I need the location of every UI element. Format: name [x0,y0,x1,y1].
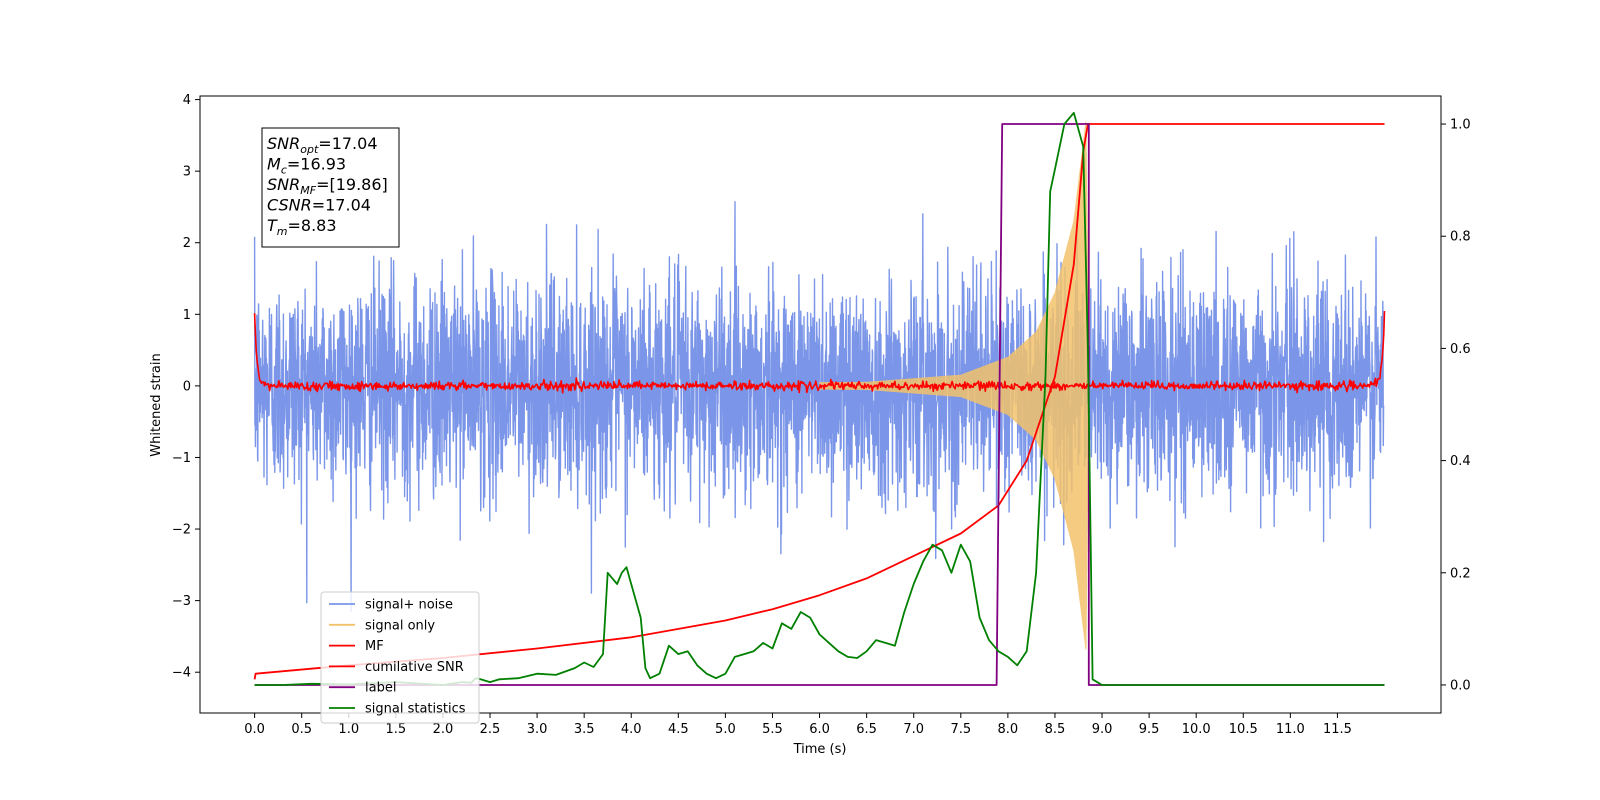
annotation-line: Tm=8.83 [267,216,337,238]
x-tick-label: 3.5 [574,722,595,737]
y2-tick-label: 0.8 [1450,230,1471,245]
y2-tick-label: 0.4 [1450,454,1471,469]
x-tick-label: 11.5 [1323,722,1352,737]
x-tick-label: 10.5 [1229,722,1258,737]
x-tick-label: 6.0 [809,722,830,737]
x-tick-label: 5.5 [762,722,783,737]
y2-axis-ticks: 1.0 0.8 0.6 0.4 0.2 0.0 [1441,118,1471,693]
plot-frame [199,95,1442,714]
x-tick-label: 6.5 [856,722,877,737]
y-tick-label: −2 [172,523,191,538]
x-tick-label: 8.0 [998,722,1019,737]
y-tick-label: 4 [183,93,191,108]
x-tick-label: 0.0 [244,722,265,737]
x-tick-label: 8.5 [1045,722,1066,737]
x-tick-label: 4.5 [668,722,689,737]
y2-tick-label: 0.0 [1450,678,1471,693]
annotation-line: CSNR=17.04 [267,196,371,215]
legend-label-signal-only: signal only [365,618,435,633]
annotation-line: SNRopt=17.04 [267,134,378,156]
y-tick-label: 3 [183,165,191,180]
legend-frame [320,591,480,724]
x-tick-label: 7.5 [950,722,971,737]
y-axis-label: Whitened strain [149,353,164,456]
legend-label-signal-noise: signal+ noise [365,598,453,613]
series-signal-statistics [254,111,1385,686]
x-tick-label: 7.0 [903,722,924,737]
x-tick-label: 3.0 [527,722,548,737]
y-tick-label: −3 [172,594,191,609]
annotation-box: SNRopt=17.04Mc=16.93SNRMF=[19.86]CSNR=17… [261,127,400,248]
y2-tick-label: 0.2 [1450,566,1471,581]
x-tick-label: 1.5 [386,722,407,737]
series-mf [253,310,1386,394]
x-tick-label: 9.5 [1139,722,1160,737]
x-tick-label: 2.0 [433,722,454,737]
annotation-frame [261,127,400,248]
y-axis-ticks: 4 3 2 1 0 −1 −2 −3 −4 [172,93,200,681]
legend-label-signal-statistics: signal statistics [365,702,466,717]
y2-tick-label: 1.0 [1450,118,1471,133]
x-tick-label: 4.0 [621,722,642,737]
x-tick-label: 10.0 [1182,722,1211,737]
annotation-line: SNRMF=[19.86] [267,175,388,197]
legend-label-cumilative-snr: cumilative SNR [365,660,464,675]
legend: signal+ noise signal only MF cumilative SNR… [320,591,480,724]
x-axis-ticks: 0.0 0.5 1.0 1.5 2.0 2.5 3.0 3.5 4.0 4.5 5.0 5.5 6.0 6… [244,713,1352,737]
y-tick-label: 2 [183,236,191,251]
legend-label-label: label [365,681,396,696]
y-tick-label: 1 [183,308,191,323]
legend-label-mf: MF [365,639,384,654]
annotation-line: Mc=16.93 [267,155,346,177]
x-tick-label: 9.0 [1092,722,1113,737]
y-tick-label: −4 [172,666,191,681]
y2-tick-label: 0.6 [1450,342,1471,357]
x-tick-label: 1.0 [338,722,359,737]
y-tick-label: −1 [172,451,191,466]
x-tick-label: 5.0 [715,722,736,737]
y-tick-label: 0 [183,379,191,394]
x-tick-label: 0.5 [291,722,312,737]
x-tick-label: 11.0 [1276,722,1305,737]
x-tick-label: 2.5 [480,722,501,737]
x-axis-label: Time (s) [793,742,847,757]
